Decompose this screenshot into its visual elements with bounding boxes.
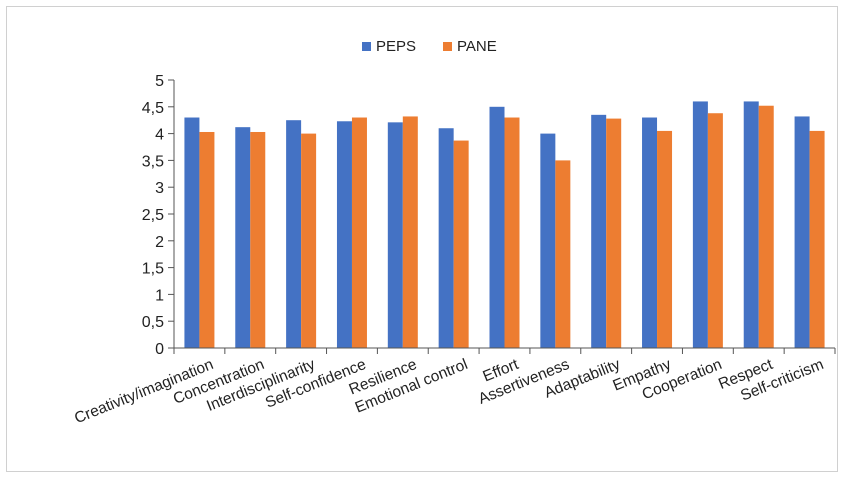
y-tick-label: 3,5 xyxy=(142,153,164,170)
bar-pane-respect xyxy=(758,105,774,348)
y-tick-label: 1 xyxy=(155,287,164,304)
bar-pane-adaptability xyxy=(606,118,622,348)
bar-peps-self-criticism xyxy=(794,116,810,348)
legend-swatch-pane xyxy=(443,42,452,51)
bar-pane-cooperation xyxy=(707,113,723,349)
bar-pane-emotional-control xyxy=(453,140,469,348)
bar-peps-concentration xyxy=(235,127,251,348)
bar-peps-emotional-control xyxy=(438,128,454,348)
y-tick-label: 2,5 xyxy=(142,207,164,224)
bar-pane-effort xyxy=(504,117,520,349)
bar-peps-interdisciplinarity xyxy=(286,120,302,348)
bar-peps-creativity-imagination xyxy=(184,117,200,349)
y-tick-label: 2 xyxy=(155,234,164,251)
bar-pane-creativity-imagination xyxy=(199,131,215,348)
bar-peps-cooperation xyxy=(692,101,708,348)
bar-peps-self-confidence xyxy=(336,121,352,348)
bar-pane-self-criticism xyxy=(809,130,825,348)
y-tick-label: 4,5 xyxy=(142,100,164,117)
bar-peps-empathy xyxy=(642,117,658,349)
bar-pane-resilience xyxy=(402,116,418,348)
bar-pane-assertiveness xyxy=(555,160,571,348)
bar-pane-empathy xyxy=(657,130,673,348)
bars-group xyxy=(184,101,825,349)
x-axis: Creativity/imaginationConcentrationInter… xyxy=(72,347,836,427)
y-tick-label: 3 xyxy=(155,180,164,197)
y-tick-label: 0 xyxy=(155,341,164,358)
bar-peps-resilience xyxy=(387,122,403,349)
y-tick-label: 5 xyxy=(155,73,164,90)
y-tick-label: 1,5 xyxy=(142,261,164,278)
bar-peps-adaptability xyxy=(591,114,607,348)
legend-swatch-peps xyxy=(362,42,371,51)
y-tick-label: 4 xyxy=(155,127,164,144)
y-axis: 0 0,5 1 1,5 2 2,5 3 3,5 4 4,5 5 xyxy=(142,73,175,358)
bar-peps-assertiveness xyxy=(540,133,556,348)
legend: PEPS PANE xyxy=(362,38,497,55)
bar-pane-interdisciplinarity xyxy=(301,133,317,348)
bar-peps-effort xyxy=(489,106,505,348)
legend-label-peps: PEPS xyxy=(376,38,416,55)
bar-peps-respect xyxy=(743,101,759,348)
bar-pane-concentration xyxy=(250,131,266,348)
y-tick-label: 0,5 xyxy=(142,314,164,331)
legend-label-pane: PANE xyxy=(457,38,497,55)
bar-pane-self-confidence xyxy=(351,117,367,349)
